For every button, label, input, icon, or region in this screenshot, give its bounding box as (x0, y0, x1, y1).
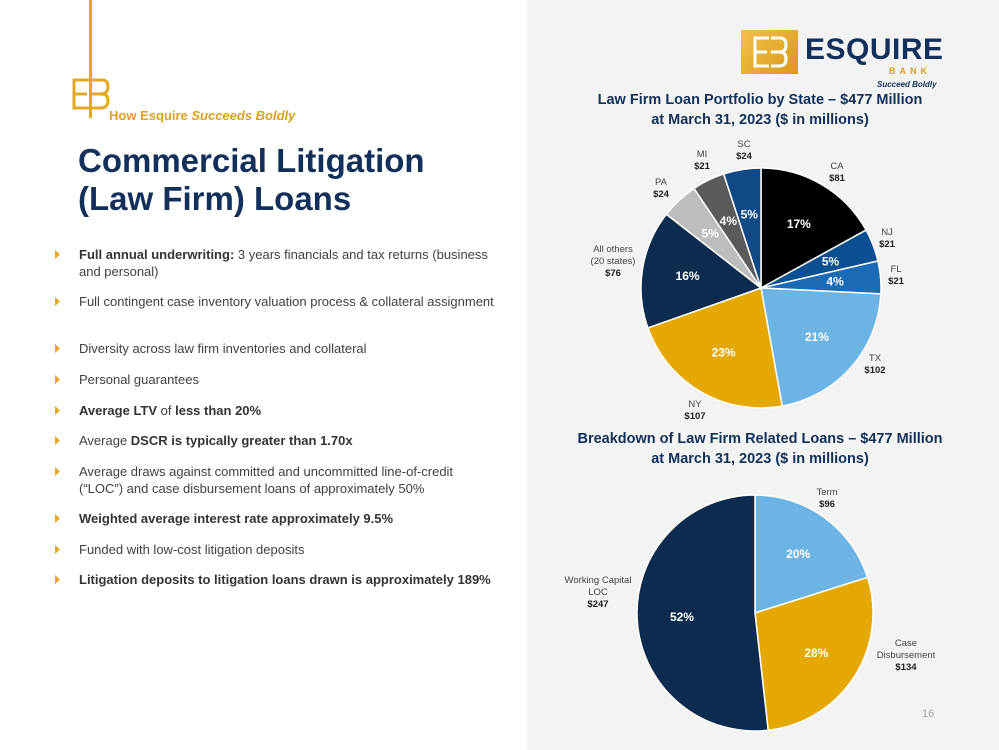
loan-type-chart-title: Breakdown of Law Firm Related Loans – $4… (540, 429, 980, 469)
pie-slice-value: $134 (895, 662, 917, 673)
pie-slice-value: $76 (605, 268, 621, 279)
pie-slice-percent: 4% (826, 274, 844, 288)
esquire-bank-logo: ESQUIRE BANK Succeed Boldly (741, 30, 944, 92)
pie-slice-value: $24 (653, 189, 670, 200)
pie-slice (754, 494, 869, 615)
pie-slice-label: NY (688, 399, 702, 410)
page-title-line-2: (Law Firm) Loans (78, 180, 352, 217)
bullet-text: Diversity across law firm inventories an… (79, 341, 367, 356)
page-number: 16 (922, 708, 935, 720)
pie-slice-percent: 23% (712, 345, 736, 359)
bullet-arrow-icon (55, 250, 60, 259)
logo-tagline: Succeed Boldly (877, 80, 937, 89)
bullet-arrow-icon (55, 467, 60, 476)
pie-slice-percent: 20% (786, 547, 810, 561)
pie-slice-label: All others (593, 244, 633, 255)
pie-slice-value: $21 (694, 161, 711, 172)
bullet-item: Diversity across law firm inventories an… (55, 340, 495, 357)
pie-slice (760, 167, 868, 290)
bullet-item: Litigation deposits to litigation loans … (55, 571, 495, 588)
pie-slice-label: CA (830, 161, 844, 172)
pie-slice (646, 286, 784, 409)
pie-slice-label: Working Capital (565, 575, 632, 586)
pie-slice-value: $24 (736, 151, 753, 162)
bullet-arrow-icon (55, 514, 60, 523)
bullet-arrow-icon (55, 575, 60, 584)
pie-slice-label: Disbursement (877, 650, 936, 661)
pie-slice-label: (20 states) (591, 256, 636, 267)
bullet-item: Full annual underwriting: 3 years financ… (55, 246, 495, 280)
loan-type-chart-title-line-2: at March 31, 2023 ($ in millions) (651, 451, 869, 467)
bullet-item: Full contingent case inventory valuation… (55, 293, 495, 310)
bullet-text: Full annual underwriting: 3 years financ… (79, 247, 488, 279)
state-chart-title: Law Firm Loan Portfolio by State – $477 … (560, 90, 960, 130)
bullet-text: Litigation deposits to litigation loans … (79, 572, 491, 587)
bullet-item: Average LTV of less than 20% (55, 402, 495, 419)
accent-line (89, 0, 92, 118)
bullet-text: Personal guarantees (79, 372, 199, 387)
bullet-text: Average draws against committed and unco… (79, 464, 454, 496)
pie-slice-label: MI (697, 149, 708, 160)
bullet-item: Weighted average interest rate approxima… (55, 510, 495, 527)
pie-slice-label: LOC (588, 587, 608, 598)
bullet-item: Funded with low-cost litigation deposits (55, 541, 495, 558)
logo-name: ESQUIRE (805, 33, 944, 66)
pie-slice (640, 213, 763, 329)
pie-slice-percent: 16% (676, 269, 700, 283)
pie-slice-percent: 17% (787, 217, 811, 231)
pie-slice-value: $247 (587, 599, 608, 610)
pie-slice-label: TX (869, 353, 882, 364)
pie-slice-label: SC (737, 139, 750, 150)
logo-emblem-icon (741, 30, 798, 74)
logo-bank: BANK (889, 66, 931, 76)
pie-slice-value: $102 (864, 365, 885, 376)
bullet-item: Personal guarantees (55, 371, 495, 388)
bullet-arrow-icon (55, 436, 60, 445)
pie-slice-percent: 5% (822, 254, 840, 268)
pie-slice-label: FL (890, 264, 901, 275)
bullet-item: Average draws against committed and unco… (55, 463, 495, 497)
bullet-text: Funded with low-cost litigation deposits (79, 542, 305, 557)
pie-slice-label: Case (895, 638, 917, 649)
pie-slice-percent: 5% (741, 208, 759, 222)
bullet-arrow-icon (55, 344, 60, 353)
pie-slice-percent: 4% (720, 214, 738, 228)
loan-type-chart-title-line-1: Breakdown of Law Firm Related Loans – $4… (577, 431, 943, 447)
page-title-line-1: Commercial Litigation (78, 142, 425, 179)
bullet-text: Average DSCR is typically greater than 1… (79, 433, 353, 448)
bullet-text: Full contingent case inventory valuation… (79, 294, 494, 309)
pie-slice-percent: 52% (670, 610, 694, 624)
pie-slice-percent: 5% (702, 227, 720, 241)
pie-slice-label: NJ (881, 227, 893, 238)
pie-slice-value: $21 (879, 239, 896, 250)
state-chart-title-line-2: at March 31, 2023 ($ in millions) (651, 112, 869, 128)
pie-slice (760, 287, 882, 407)
pie-slice-value: $21 (888, 276, 905, 287)
pie-slice-value: $81 (829, 173, 846, 184)
pie-slice-label: PA (655, 177, 668, 188)
state-chart-title-line-1: Law Firm Loan Portfolio by State – $477 … (597, 92, 923, 108)
pie-slice (636, 494, 770, 732)
pie-slice-label: Term (816, 487, 837, 498)
pie-slice-value: $107 (684, 411, 705, 422)
pie-slice-percent: 28% (804, 646, 828, 660)
bullet-arrow-icon (55, 545, 60, 554)
tagline: How Esquire Succeeds Boldly (109, 108, 296, 123)
bullet-arrow-icon (55, 297, 60, 306)
eb-monogram-icon (72, 78, 110, 110)
page-title: Commercial Litigation (Law Firm) Loans (78, 142, 425, 218)
pie-slice (754, 576, 874, 732)
bullet-text: Average LTV of less than 20% (79, 403, 262, 418)
bullet-arrow-icon (55, 406, 60, 415)
pie-slice (722, 167, 762, 289)
bullet-arrow-icon (55, 375, 60, 384)
state-pie-chart: 17%CA$815%NJ$214%FL$2121%TX$10223%NY$107… (591, 139, 905, 422)
bullet-item: Average DSCR is typically greater than 1… (55, 432, 495, 449)
pie-slice-percent: 21% (805, 330, 829, 344)
bullet-text: Weighted average interest rate approxima… (79, 511, 394, 526)
pie-slice-value: $96 (819, 499, 835, 510)
